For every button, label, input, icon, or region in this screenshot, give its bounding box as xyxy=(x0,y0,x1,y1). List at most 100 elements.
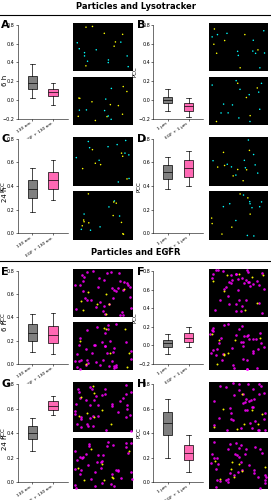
PathPatch shape xyxy=(163,97,172,102)
Point xyxy=(75,350,80,358)
Point xyxy=(243,30,247,38)
Point xyxy=(253,443,257,451)
Point xyxy=(238,190,242,198)
Point xyxy=(258,334,262,342)
Point xyxy=(256,426,260,434)
Point xyxy=(90,348,95,356)
Point xyxy=(212,458,217,466)
Point xyxy=(254,299,259,307)
Point xyxy=(110,357,114,365)
Point xyxy=(127,151,131,159)
Y-axis label: PCC: PCC xyxy=(1,428,6,438)
Point xyxy=(232,474,236,482)
Point xyxy=(253,418,257,426)
PathPatch shape xyxy=(28,180,37,198)
Point xyxy=(241,390,245,398)
Point xyxy=(236,468,241,476)
Point xyxy=(125,363,129,371)
Point xyxy=(258,444,262,452)
Point xyxy=(208,459,213,467)
Point xyxy=(88,226,93,234)
Y-axis label: PCC: PCC xyxy=(132,66,137,77)
Point xyxy=(247,335,251,343)
Point xyxy=(76,464,80,472)
Point xyxy=(239,458,243,466)
Point xyxy=(103,326,108,334)
Title: 130 nm: 130 nm xyxy=(93,17,112,22)
Point xyxy=(214,266,218,274)
Point xyxy=(247,146,251,154)
Point xyxy=(212,454,216,462)
Point xyxy=(256,473,260,481)
Point xyxy=(257,88,261,96)
Point xyxy=(85,268,89,276)
Point xyxy=(215,476,220,484)
Point xyxy=(108,100,112,108)
Point xyxy=(75,420,79,428)
Text: 6 h: 6 h xyxy=(2,320,8,332)
Point xyxy=(255,364,260,372)
Point xyxy=(109,116,113,124)
Point xyxy=(230,223,234,231)
Point xyxy=(74,154,79,162)
Point xyxy=(75,364,80,372)
Point xyxy=(114,360,118,368)
Point xyxy=(110,400,115,408)
Point xyxy=(80,271,85,279)
Point xyxy=(260,310,264,318)
Point xyxy=(102,30,107,38)
Point xyxy=(103,390,107,398)
Point xyxy=(123,413,128,421)
Point xyxy=(256,46,260,54)
Point xyxy=(212,40,216,48)
Point xyxy=(263,472,267,480)
Point xyxy=(241,355,245,363)
Point xyxy=(254,335,258,343)
Point xyxy=(127,410,132,418)
Point xyxy=(92,396,96,404)
Point xyxy=(239,338,243,346)
Point xyxy=(92,414,96,422)
Point xyxy=(210,274,214,282)
PathPatch shape xyxy=(49,326,58,343)
Point xyxy=(72,448,77,456)
Point xyxy=(123,325,127,333)
Point xyxy=(90,22,95,30)
Point xyxy=(222,286,226,294)
Point xyxy=(244,444,248,452)
Point xyxy=(263,479,268,487)
Point xyxy=(221,202,225,210)
Point xyxy=(221,100,226,108)
Point xyxy=(251,47,255,55)
Point xyxy=(119,474,123,482)
Point xyxy=(211,328,215,336)
Point xyxy=(75,386,80,394)
Point xyxy=(214,483,218,491)
Point xyxy=(98,223,102,231)
Point xyxy=(85,420,90,428)
Point xyxy=(129,428,133,436)
Point xyxy=(248,420,252,428)
Point xyxy=(214,50,219,58)
Point xyxy=(92,342,96,349)
Point xyxy=(92,342,97,349)
Point xyxy=(250,385,255,393)
Point xyxy=(244,395,248,403)
Point xyxy=(112,344,117,352)
Point xyxy=(230,344,235,351)
Point xyxy=(231,416,235,424)
Point xyxy=(118,398,122,406)
Point xyxy=(88,414,92,422)
Point xyxy=(243,306,247,314)
Point xyxy=(86,358,90,366)
Point xyxy=(211,270,215,278)
Point xyxy=(105,438,110,446)
Point xyxy=(82,218,86,226)
Point xyxy=(246,136,251,144)
Point xyxy=(111,212,115,220)
Text: G: G xyxy=(1,380,11,390)
Point xyxy=(262,342,266,350)
Point xyxy=(73,407,77,415)
Point xyxy=(120,308,124,316)
Title: 1 μm: 1 μm xyxy=(232,17,245,22)
